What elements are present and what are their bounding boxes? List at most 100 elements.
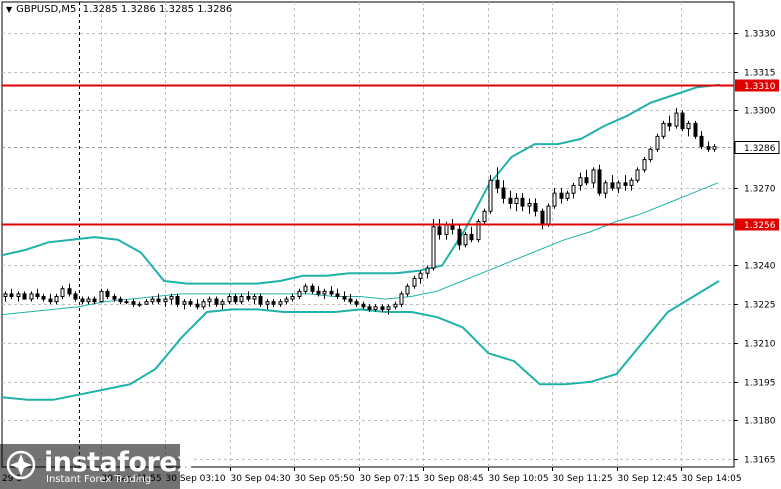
y-tick-label: 1.3240 — [744, 262, 776, 272]
candle — [565, 190, 570, 201]
candle-body-down — [706, 146, 711, 150]
candle — [457, 224, 462, 250]
candle-body-down — [92, 298, 97, 303]
candle-body-down — [233, 296, 238, 303]
x-tick-label: 30 Sep 11:25 — [553, 474, 613, 484]
candle — [67, 283, 72, 297]
level-price-label: 1.3310 — [744, 82, 776, 92]
candle-body-up — [252, 296, 257, 300]
candle-body-down — [156, 298, 161, 303]
candle — [393, 301, 398, 310]
x-tick-label: 30 Sep 05:50 — [295, 474, 355, 484]
candle — [137, 301, 142, 307]
candle-body-up — [552, 192, 557, 207]
candle — [603, 180, 608, 199]
candle — [597, 164, 602, 196]
candle-body-down — [131, 301, 136, 305]
candle-body-down — [508, 197, 513, 204]
candle — [425, 265, 430, 279]
candle-body-up — [488, 179, 493, 212]
collapse-triangle-icon[interactable]: ▼ — [6, 5, 13, 14]
y-tick-label: 1.3300 — [744, 107, 776, 117]
candle-body-up — [386, 306, 391, 310]
watermark-tagline: Instant Forex Trading — [46, 474, 152, 485]
level-price-tag — [735, 218, 779, 231]
candle-body-down — [361, 303, 366, 308]
candle — [482, 208, 487, 225]
candle-body-up — [565, 192, 570, 199]
x-tick-label: 30 Sep 12:45 — [618, 474, 678, 484]
candle — [73, 291, 78, 302]
candle-body-up — [686, 122, 691, 130]
candle — [616, 180, 621, 194]
candle-body-up — [144, 301, 149, 305]
candle-body-down — [380, 306, 385, 310]
candle — [3, 291, 8, 302]
x-tick-label: 30 Sep 08:45 — [424, 474, 484, 484]
upper-band — [1, 83, 721, 285]
candle — [239, 293, 244, 305]
candle — [169, 293, 174, 305]
candle-body-up — [393, 303, 398, 308]
candle — [686, 120, 691, 137]
candle-body-down — [9, 293, 14, 297]
candle-body-down — [342, 296, 347, 300]
candle-body-down — [469, 234, 474, 241]
candle — [463, 231, 468, 248]
candle — [540, 208, 545, 230]
candle-body-up — [265, 301, 270, 305]
candle — [86, 296, 91, 305]
candle-body-up — [297, 290, 302, 298]
candle — [354, 299, 359, 307]
candle — [667, 115, 672, 132]
candle — [112, 293, 117, 302]
candle-body-down — [214, 298, 219, 305]
candle-body-up — [482, 210, 487, 223]
candle — [546, 203, 551, 227]
candle — [348, 293, 353, 305]
candle — [278, 299, 283, 307]
candle-body-down — [80, 298, 85, 303]
candle-body-down — [316, 290, 321, 295]
candle — [488, 175, 493, 214]
candle-body-up — [278, 301, 283, 305]
candle-body-up — [476, 221, 481, 241]
candle-body-down — [559, 192, 564, 199]
y-tick-label: 1.3330 — [744, 30, 776, 40]
candle — [520, 193, 525, 212]
candle-body-down — [348, 298, 353, 303]
candle-body-up — [578, 177, 583, 186]
candle-body-up — [661, 122, 666, 137]
candle — [22, 291, 27, 300]
candle-body-up — [463, 234, 468, 246]
candle — [501, 180, 506, 204]
candle — [469, 226, 474, 243]
watermark-banner: instaforex Instant Forex Trading — [0, 444, 195, 489]
candle-body-up — [642, 159, 647, 171]
candle — [16, 291, 21, 302]
candle-body-down — [188, 301, 193, 305]
candle — [629, 177, 634, 191]
candle — [118, 296, 123, 305]
candle-body-down — [258, 296, 263, 305]
instaforex-logo-icon — [6, 450, 36, 480]
candle-body-up — [322, 290, 327, 295]
price-axis[interactable]: 1.3330 1.3315 1.3300 1.3270 1.3240 1.3225 1.32… — [734, 30, 776, 466]
y-tick-label: 1.3270 — [744, 185, 776, 195]
price-levels: 1.3310 1.3256 1.3286 — [2, 79, 780, 231]
candle-body-down — [246, 296, 251, 300]
candle-body-up — [182, 301, 187, 305]
candle-body-up — [29, 293, 34, 300]
candle — [252, 293, 257, 305]
candle-body-down — [67, 288, 72, 295]
y-tick-label: 1.3210 — [744, 340, 776, 350]
candle — [99, 288, 104, 303]
candle — [699, 131, 704, 150]
candle — [680, 110, 685, 132]
x-tick-label: 30 Sep 07:15 — [360, 474, 420, 484]
candle-body-up — [207, 298, 212, 303]
candle-body-up — [431, 226, 436, 269]
candle-body-down — [610, 182, 615, 189]
candle-body-up — [373, 306, 378, 310]
